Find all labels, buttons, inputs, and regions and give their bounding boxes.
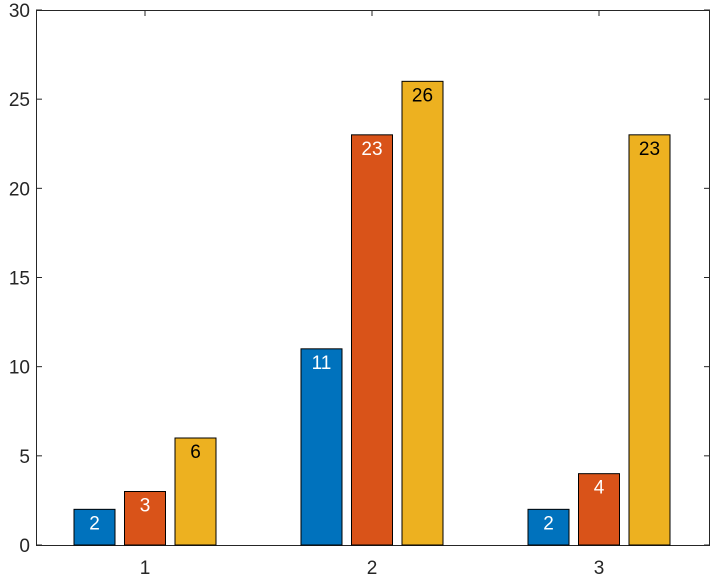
bar-series-2-cat-2 — [351, 134, 393, 546]
bar-value-label: 23 — [361, 139, 382, 160]
bar-value-label: 26 — [412, 85, 433, 106]
y-axis: 0 5 10 15 20 25 30 — [9, 1, 710, 557]
x-tick-label: 1 — [140, 558, 151, 577]
y-tick-label: 20 — [9, 179, 30, 200]
bar-series-1-cat-1 — [73, 508, 116, 546]
bar-value-label: 3 — [140, 496, 151, 517]
bar-value-label: 23 — [639, 139, 660, 160]
y-tick-label: 15 — [9, 269, 30, 290]
bar-value-label: 11 — [312, 353, 332, 374]
bar-series-2-cat-1 — [124, 491, 166, 546]
bar-series-3-cat-2 — [401, 80, 444, 546]
bar-value-label: 6 — [190, 442, 201, 463]
bar-series-3-cat-1 — [174, 437, 217, 546]
bar-value-label: 2 — [89, 513, 100, 534]
bar-series-1-cat-3 — [527, 508, 570, 546]
y-tick-label: 5 — [19, 447, 30, 468]
y-tick-label: 10 — [9, 358, 30, 379]
x-tick-label: 3 — [594, 558, 605, 577]
bar-series-1-cat-2 — [300, 348, 343, 546]
y-tick-label: 30 — [9, 1, 30, 22]
bar-value-label: 4 — [594, 478, 605, 499]
bars — [73, 80, 671, 546]
x-tick-label: 2 — [367, 558, 378, 577]
bar-value-label: 2 — [543, 513, 554, 534]
y-tick-label: 0 — [19, 536, 30, 557]
bar-series-3-cat-3 — [628, 134, 671, 546]
y-tick-label: 25 — [9, 90, 30, 111]
bar-series-2-cat-3 — [578, 473, 620, 546]
